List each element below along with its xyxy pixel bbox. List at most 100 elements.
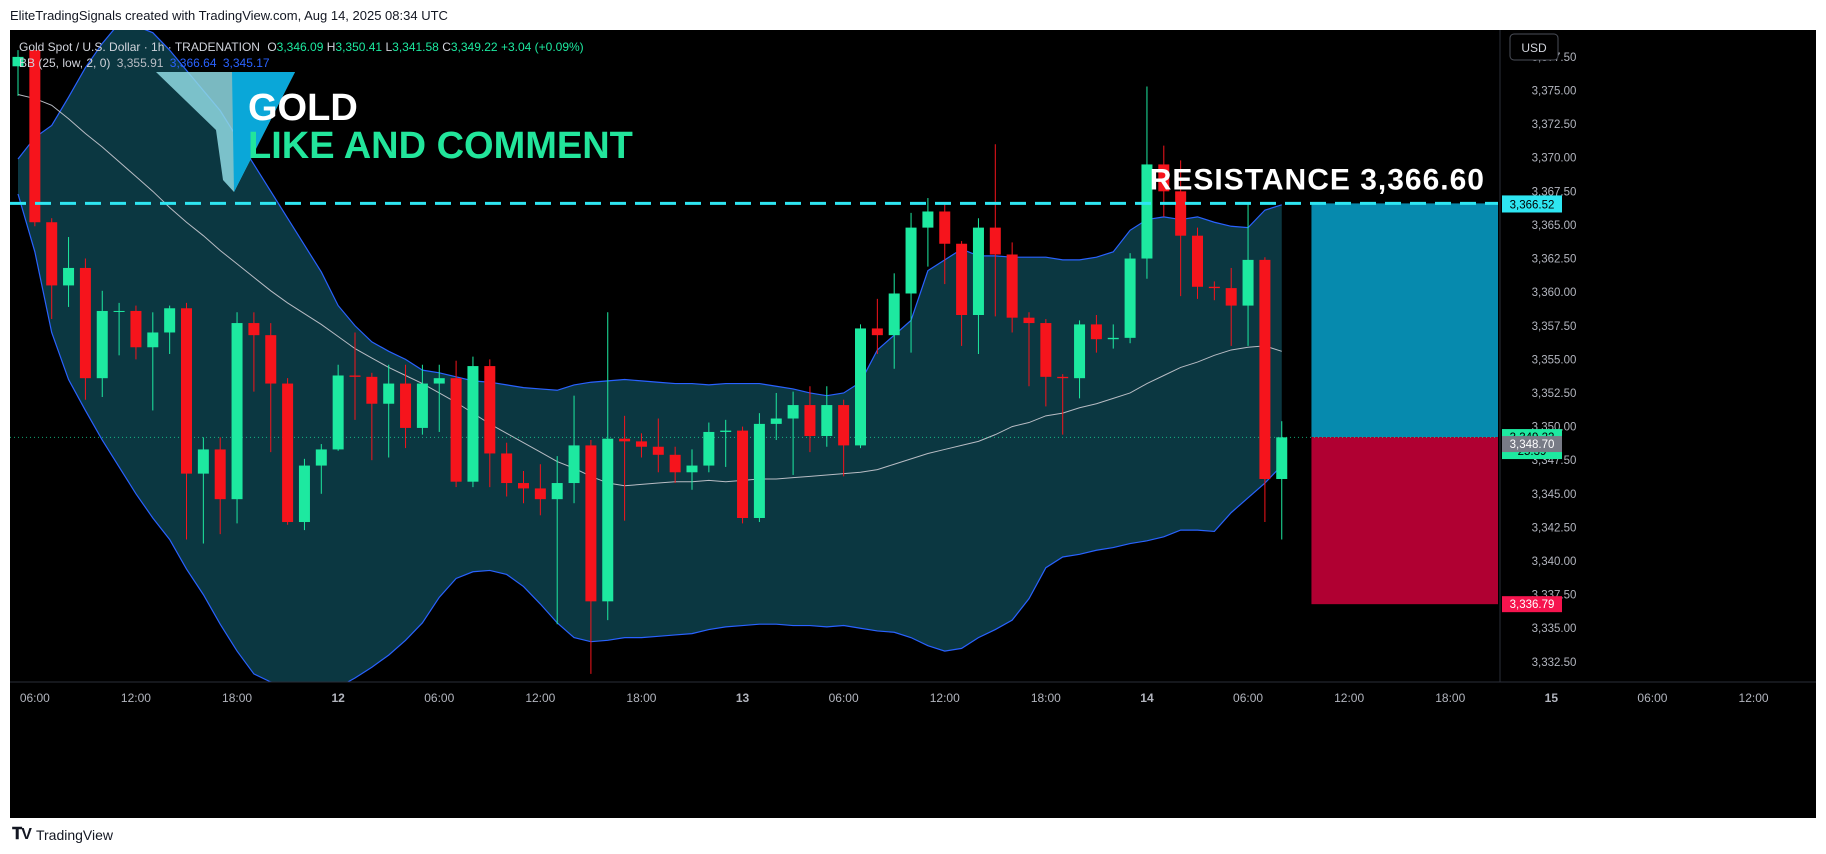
candle-body [1124,258,1136,338]
candle [804,386,816,453]
candle [972,218,984,354]
bb-label[interactable]: BB (25, low, 2, 0) [19,56,111,70]
symbol-legend[interactable]: Gold Spot / U.S. Dollar · 1h · TRADENATI… [19,40,584,54]
candle-body [972,227,984,315]
candle [585,440,597,674]
candle [720,419,732,467]
candle [518,470,529,504]
x-tick-label: 06:00 [424,691,454,705]
currency-button[interactable]: USD [1509,33,1559,61]
candle [501,442,513,497]
candle [1057,374,1069,435]
bb-legend[interactable]: BB (25, low, 2, 0) 3,355.91 3,366.64 3,3… [19,56,270,70]
candle-body [1006,254,1018,318]
candle [1192,227,1203,299]
candle [79,258,91,400]
candle-body [635,441,647,447]
ohlc-high-value: 3,350.41 [335,40,383,54]
logo-t-icon [232,72,295,192]
candle [871,298,883,354]
candle [46,218,58,320]
candle-body [1074,324,1086,379]
currency-button-frame [1509,33,1559,61]
candle-body [1158,164,1170,192]
bb-basis-value: 3,355.91 [116,56,164,70]
candle [770,392,782,441]
candle [1225,267,1237,346]
candle [568,395,580,504]
candle [282,378,294,525]
candle-body [534,488,546,500]
candle [1124,253,1136,344]
chart-area[interactable]: RESISTANCE 3,366.60 GOLD LIKE AND COMMENT 3… [10,30,1816,818]
candle [315,444,327,494]
x-tick-label: 18:00 [222,691,252,705]
candle-body [197,449,209,474]
candle [29,50,41,227]
candle-body [1141,164,1153,259]
currency-button-label: USD [1521,41,1547,55]
candle [1107,324,1119,349]
candle-body [871,328,883,336]
y-tick-label: 3,342.50 [1532,522,1577,534]
candle [1023,312,1035,387]
candle-body [46,222,58,286]
tradingview-brand: TradingView [35,827,114,843]
candle [652,418,664,473]
candle-body [652,446,664,455]
bb-basis-line [17,94,1282,487]
x-tick-label: 06:00 [1233,691,1263,705]
candle [298,458,310,531]
y-tick-label: 3,340.00 [1532,556,1577,568]
candle-body [518,483,529,489]
candle [669,446,681,484]
candle-body [585,445,597,602]
candle-body [804,405,816,436]
y-tick-label: 3,367.50 [1532,186,1577,198]
y-tick-label: 3,372.50 [1532,119,1577,131]
tradingview-footer[interactable]: 𝐓V TradingView [12,826,113,844]
y-tick-label: 3,365.00 [1532,220,1577,232]
candle [383,364,395,458]
candle-body [1175,191,1187,236]
candle-body [1090,324,1102,340]
price-label-text: 3,366.52 [1510,199,1555,211]
bb-lower-value: 3,345.17 [222,56,270,70]
candle [450,360,462,488]
y-tick-label: 3,352.50 [1532,388,1577,400]
candle-body [1040,323,1052,377]
candle [231,312,243,524]
candle-body [282,383,294,523]
candle-body [265,335,277,384]
chart-credit: EliteTradingSignals created with Trading… [10,8,448,23]
candle [551,456,563,625]
candle [1141,86,1153,279]
candle-body [989,227,1001,255]
candle-body [366,376,378,404]
bb-fill [18,30,1282,682]
y-tick-label: 3,370.00 [1532,153,1577,165]
candle-body [939,211,951,244]
candle-body [922,211,934,228]
y-tick-label: 3,357.50 [1532,321,1577,333]
candle [130,305,142,360]
candle [164,305,176,354]
candle [349,332,361,420]
ohlc-high-label: H [326,40,336,54]
ohlc-open-label: O [267,40,277,54]
x-tick-label: 12:00 [1739,691,1769,705]
symbol-name[interactable]: Gold Spot / U.S. Dollar · 1h · TRADENATI… [19,40,260,54]
overlay-subtitle: LIKE AND COMMENT [248,125,633,167]
ohlc-low-label: L [385,40,393,54]
candle [147,312,159,411]
candle [686,449,698,490]
x-tick-label: 18:00 [626,691,656,705]
price-label-box [1502,436,1562,453]
y-tick-label: 3,332.50 [1532,657,1577,669]
candle-body [821,405,833,436]
candle-body [1208,286,1220,289]
x-tick-label: 12:00 [930,691,960,705]
bb-upper-value: 3,366.64 [169,56,217,70]
